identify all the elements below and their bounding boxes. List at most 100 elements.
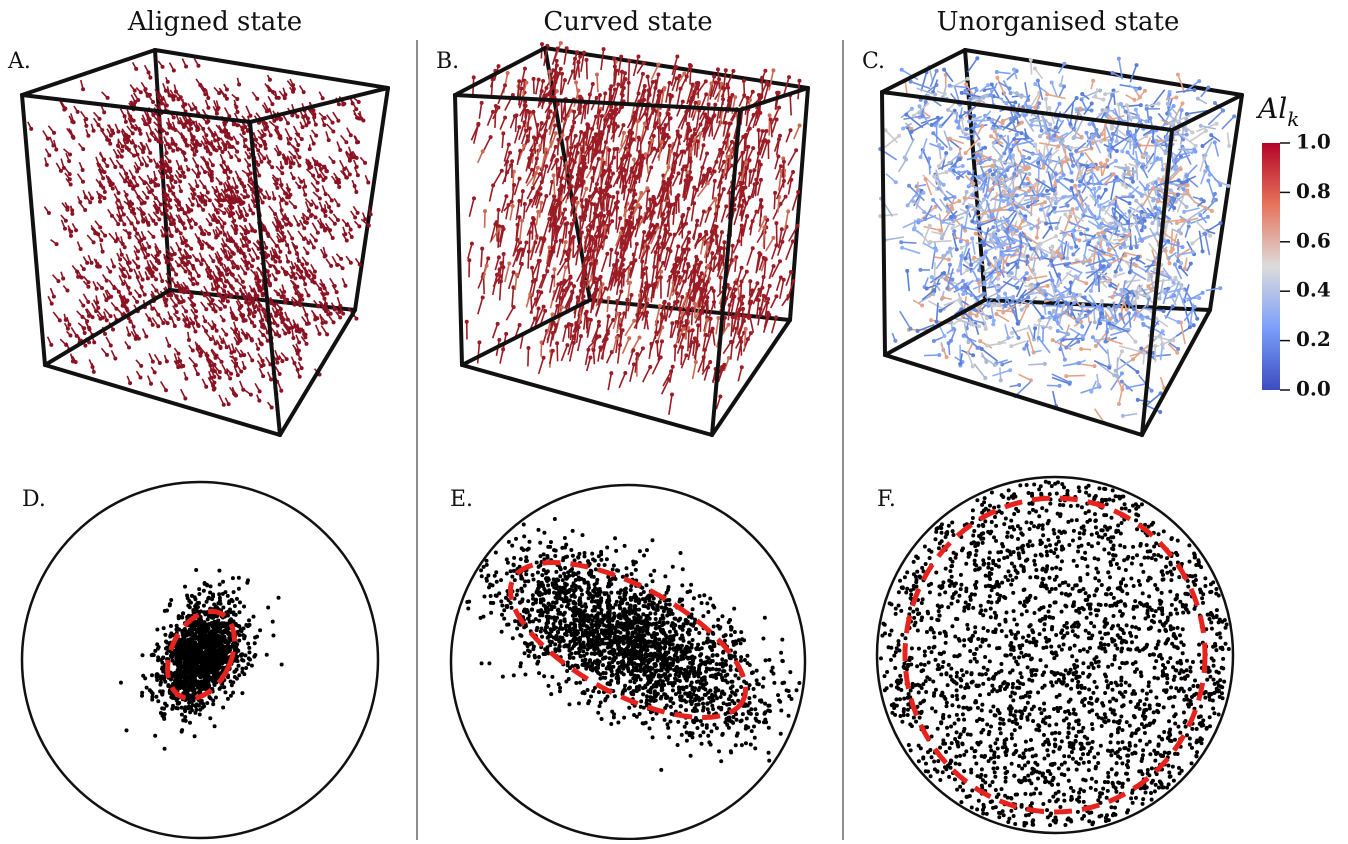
arrow-head: [286, 318, 290, 322]
arrow-head: [670, 321, 674, 325]
arrow-head: [196, 175, 200, 179]
arrow-head: [223, 305, 227, 309]
arrow-head: [190, 108, 194, 112]
arrow-head: [191, 348, 195, 352]
arrow-head: [277, 334, 281, 338]
arrow-head: [91, 365, 95, 369]
arrow-head: [678, 74, 682, 78]
arrow: [712, 119, 713, 136]
arrow-head: [659, 275, 663, 279]
arrow-head: [307, 120, 311, 124]
arrow-head: [169, 234, 173, 238]
arrow-head: [342, 102, 346, 106]
arrow-head: [470, 242, 474, 246]
arrow-head: [256, 163, 260, 167]
arrow-head: [336, 218, 340, 222]
arrow-head: [275, 361, 279, 365]
arrow-head: [491, 183, 495, 187]
arrow-head: [589, 262, 593, 266]
arrow-head: [324, 320, 328, 324]
arrow-head: [706, 242, 710, 246]
arrow-head: [641, 267, 645, 271]
arrow-head: [638, 150, 642, 154]
arrow-head: [154, 196, 158, 200]
arrow-head: [69, 182, 73, 186]
arrow-head: [741, 135, 745, 139]
arrow-head: [256, 347, 260, 351]
arrow-head: [675, 197, 679, 201]
arrow-head: [290, 113, 294, 117]
arrow-head: [726, 86, 730, 90]
arrow-head: [338, 304, 342, 308]
arrow-head: [691, 83, 695, 87]
arrow-head: [297, 340, 301, 344]
arrow-head: [595, 96, 599, 100]
arrow-head: [275, 178, 279, 182]
arrow-head: [117, 205, 121, 209]
arrow: [774, 193, 775, 209]
arrow: [502, 133, 503, 147]
arrow-head: [145, 164, 149, 168]
arrow-head: [574, 80, 578, 84]
arrow-head: [643, 121, 647, 125]
arrow-head: [576, 295, 580, 299]
arrow-head: [744, 186, 748, 190]
arrow-head: [740, 266, 744, 270]
arrow-head: [497, 227, 501, 231]
arrow-head: [101, 176, 105, 180]
arrow-head: [204, 385, 208, 389]
arrow-head: [214, 309, 218, 313]
arrow-head: [714, 212, 718, 216]
arrow-head: [206, 292, 210, 296]
arrow-head: [784, 195, 788, 199]
arrow-head: [151, 219, 155, 223]
arrow-head: [523, 202, 527, 206]
arrow-head: [677, 171, 681, 175]
arrow-head: [172, 116, 176, 120]
arrow-head: [237, 158, 241, 162]
arrow-head: [298, 375, 302, 379]
arrow-head: [667, 211, 671, 215]
arrow-head: [329, 264, 333, 268]
arrow-head: [196, 372, 200, 376]
arrow-head: [170, 175, 174, 179]
arrow-head: [105, 353, 109, 357]
arrow-head: [728, 122, 732, 126]
arrow-head: [295, 115, 299, 119]
arrow-head: [748, 127, 752, 131]
arrow-head: [517, 125, 521, 129]
arrow-head: [84, 195, 88, 199]
arrow-head: [206, 266, 210, 270]
arrow-head: [709, 329, 713, 333]
arrow-head: [250, 229, 254, 233]
arrow-head: [171, 185, 175, 189]
arrow-head: [320, 321, 324, 325]
arrow-head: [171, 149, 175, 153]
arrow-head: [267, 160, 271, 164]
arrow-head: [645, 186, 649, 190]
arrow-head: [748, 196, 752, 200]
arrow-head: [293, 303, 297, 307]
arrow-head: [120, 155, 124, 159]
arrow-head: [304, 270, 308, 274]
arrow-head: [133, 144, 137, 148]
arrow-head: [246, 261, 250, 265]
arrow-head: [268, 78, 272, 82]
arrow-head: [100, 128, 104, 132]
arrow-head: [128, 235, 132, 239]
arrow-head: [510, 159, 514, 163]
arrow-head: [313, 270, 317, 274]
arrow-head: [759, 198, 763, 202]
arrow: [495, 106, 496, 128]
arrow-head: [318, 287, 322, 291]
arrow-head: [119, 218, 123, 222]
arrow-head: [286, 121, 290, 125]
arrow-head: [147, 245, 151, 249]
arrow-head: [210, 176, 214, 180]
arrow-head: [363, 217, 367, 221]
arrow-head: [780, 227, 784, 231]
arrow-head: [132, 212, 136, 216]
arrow-head: [779, 164, 783, 168]
arrow-head: [164, 300, 168, 304]
arrow-head: [189, 247, 193, 251]
